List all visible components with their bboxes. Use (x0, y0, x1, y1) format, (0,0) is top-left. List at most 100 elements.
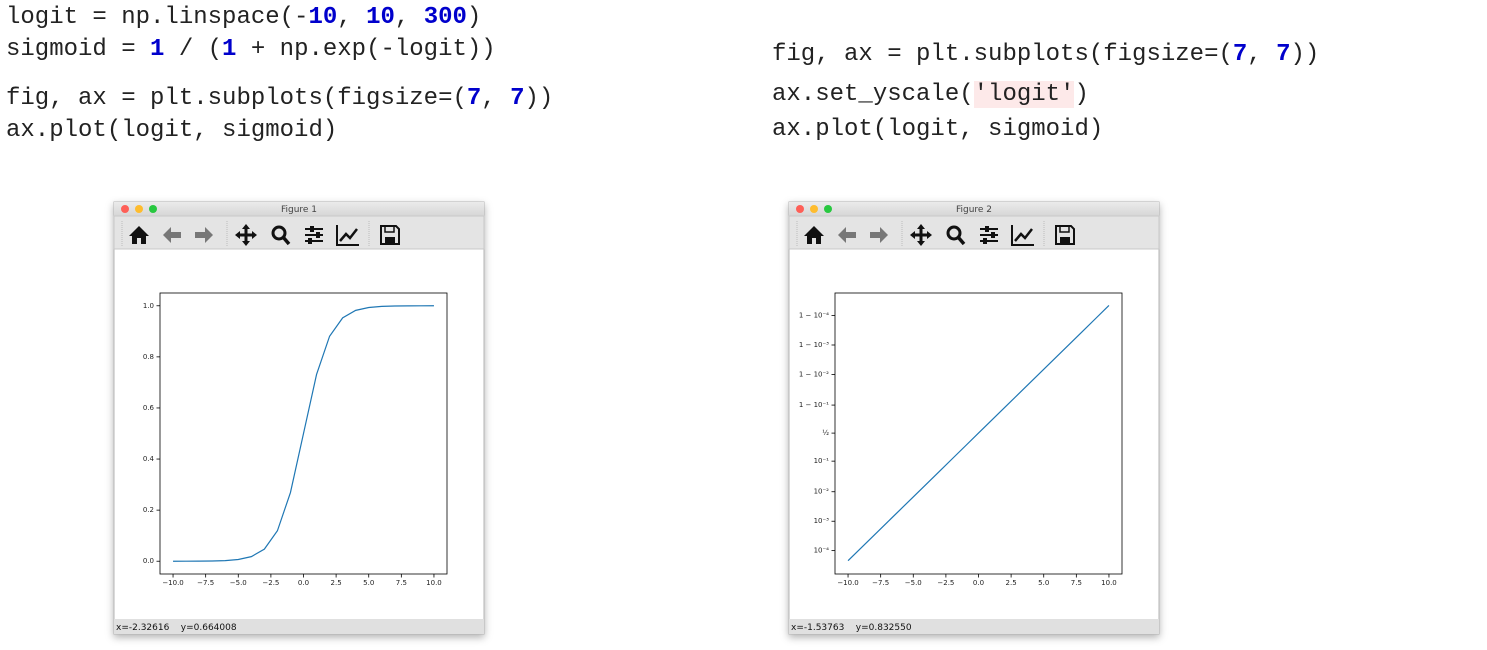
icon-home (129, 226, 149, 244)
code-line: sigmoid = 1 / (1 + np.exp(-logit)) (6, 36, 496, 64)
toolbar-button[interactable] (271, 225, 291, 246)
toolbar-button[interactable] (910, 224, 932, 246)
toolbar-button[interactable] (336, 225, 359, 246)
title-bar (789, 202, 1159, 216)
window-button[interactable] (824, 205, 832, 213)
toolbar-button[interactable] (195, 227, 213, 243)
icon-pan (910, 224, 932, 246)
icon-zoom-handle (956, 235, 966, 246)
y-tick-label: 1 − 10⁻⁴ (799, 312, 829, 320)
title-bar (114, 202, 484, 216)
toolbar-button[interactable] (1055, 225, 1075, 245)
x-tick-label: −5.0 (230, 579, 247, 587)
x-tick-label: −7.5 (197, 579, 214, 587)
icon-pan (235, 224, 257, 246)
toolbar-button[interactable] (129, 226, 149, 244)
icon-save-plate (385, 237, 395, 244)
code-token: 10 (366, 4, 395, 31)
icon-save-label (1059, 225, 1070, 233)
code-line: ax.set_yscale('logit') (772, 81, 1089, 109)
y-tick-label: 10⁻¹ (814, 457, 830, 465)
status-text: x=-2.32616 y=0.664008 (116, 623, 237, 633)
code-line: fig, ax = plt.subplots(figsize=(7, 7)) (772, 41, 1319, 69)
toolbar-button[interactable] (235, 224, 257, 246)
code-token: + np.exp(-logit)) (236, 36, 496, 63)
x-tick-label: 2.5 (1006, 579, 1017, 587)
code-token: fig, ax = plt.subplots(figsize=( (6, 85, 467, 112)
y-tick-label: ½ (822, 429, 829, 437)
code-token: fig, ax = plt.subplots(figsize=( (772, 41, 1233, 68)
icon-slider-knob (991, 232, 995, 238)
toolbar-button[interactable] (946, 225, 966, 246)
y-tick-label: 10⁻³ (814, 517, 830, 525)
toolbar-button[interactable] (980, 226, 998, 244)
y-tick-label: 1 − 10⁻³ (799, 341, 829, 349)
code-token: ) (466, 4, 482, 31)
x-tick-label: 10.0 (1101, 579, 1117, 587)
code-token: logit = np.linspace(- (6, 4, 309, 31)
toolbar-button[interactable] (838, 227, 856, 243)
x-tick-label: 0.0 (298, 579, 309, 587)
code-token: 7 (1276, 41, 1291, 68)
x-tick-label: −7.5 (872, 579, 889, 587)
code-token: ax.set_yscale( (772, 81, 974, 108)
icon-slider-knob (985, 226, 989, 232)
y-tick-label: 0.4 (143, 455, 155, 463)
icon-save-label (384, 225, 395, 233)
window-title: Figure 1 (281, 205, 317, 215)
y-tick-label: 1.0 (143, 302, 154, 310)
window-frame (113, 201, 485, 635)
x-tick-label: 5.0 (363, 579, 374, 587)
y-tick-label: 0.6 (143, 404, 155, 412)
status-text: x=-1.53763 y=0.832550 (791, 623, 912, 633)
axes-frame (834, 292, 1123, 575)
icon-curve (339, 228, 358, 242)
code-token: ax.plot(logit, sigmoid) (6, 117, 338, 144)
icon-slider-knob (316, 232, 320, 238)
toolbar-button[interactable] (870, 227, 888, 243)
window-button[interactable] (149, 205, 157, 213)
y-tick-label: 0.0 (143, 557, 154, 565)
window-button[interactable] (135, 205, 143, 213)
code-token: ax.plot(logit, sigmoid) (772, 116, 1104, 143)
toolbar-button[interactable] (163, 227, 181, 243)
y-tick-label: 0.2 (143, 506, 154, 514)
code-line: ax.plot(logit, sigmoid) (6, 117, 337, 145)
y-tick-label: 1 − 10⁻² (799, 370, 829, 378)
toolbar-button[interactable] (305, 226, 323, 244)
x-tick-label: −10.0 (162, 579, 183, 587)
window-button[interactable] (810, 205, 818, 213)
window-button[interactable] (121, 205, 129, 213)
icon-axes (336, 225, 359, 246)
y-tick-label: 0.8 (143, 353, 154, 361)
code-token: , (337, 4, 367, 31)
toolbar-button[interactable] (1011, 225, 1034, 246)
code-token: 1 (222, 36, 237, 63)
window-title: Figure 2 (956, 205, 992, 215)
icon-save-plate (1060, 237, 1070, 244)
y-tick-label: 1 − 10⁻¹ (799, 401, 829, 409)
code-token: / ( (164, 36, 223, 63)
toolbar-button[interactable] (380, 225, 400, 245)
code-token: , (1247, 41, 1277, 68)
code-token: 10 (308, 4, 338, 31)
x-tick-label: −10.0 (837, 579, 858, 587)
data-line (173, 305, 434, 562)
icon-home (804, 226, 824, 244)
icon-back (838, 227, 856, 243)
y-tick-label: 10⁻² (814, 488, 830, 496)
code-token: sigmoid = (6, 36, 151, 63)
code-token: 7 (510, 85, 525, 112)
code-line: logit = np.linspace(-10, 10, 300) (6, 4, 481, 32)
toolbar-button[interactable] (804, 226, 824, 244)
y-tick-label: 10⁻⁴ (814, 547, 830, 555)
code-token: 300 (423, 4, 467, 31)
x-tick-label: 2.5 (331, 579, 342, 587)
window-button[interactable] (796, 205, 804, 213)
icon-zoom (946, 225, 962, 241)
status-bar (114, 619, 484, 634)
x-tick-label: −2.5 (937, 579, 954, 587)
icon-zoom-handle (281, 235, 291, 246)
